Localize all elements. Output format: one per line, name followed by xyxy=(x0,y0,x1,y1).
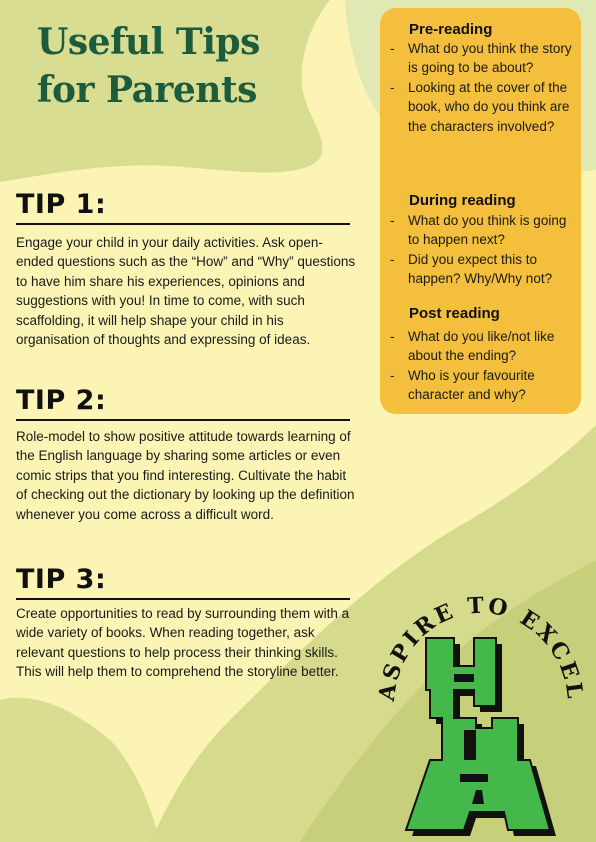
aspire-to-excel-logo: ASPIRE TO EXCEL xyxy=(374,593,584,836)
logo-emblem xyxy=(404,637,556,836)
tip-2-heading: TIP 2: xyxy=(16,384,350,421)
bullet-dash: - xyxy=(390,41,395,56)
page-title: Useful Tips for Parents xyxy=(37,18,260,114)
question-text: Who is your favourite character and why? xyxy=(408,367,535,403)
tip-1-body: Engage your child in your daily activiti… xyxy=(16,235,356,348)
title-line-1: Useful Tips xyxy=(37,21,260,63)
question-text: What do you think the story is going to … xyxy=(408,41,572,76)
list-item: - What do you think the story is going to… xyxy=(387,39,579,78)
during-reading-title: During reading xyxy=(409,192,516,209)
tip-2-body: Role-model to show positive attitude tow… xyxy=(16,429,355,522)
during-reading-list: - What do you think is going to happen ne… xyxy=(387,211,579,289)
bullet-dash: - xyxy=(390,329,395,344)
question-text: What do you like/not like about the endi… xyxy=(408,329,555,364)
lower-left-blob xyxy=(0,697,160,842)
title-line-2: for Parents xyxy=(37,69,257,111)
reading-questions-panel xyxy=(380,8,581,414)
pre-reading-title: Pre-reading xyxy=(409,21,493,38)
list-item: - Looking at the cover of the book, who d… xyxy=(387,78,579,136)
bullet-dash: - xyxy=(390,213,395,228)
tip-1-heading: TIP 1: xyxy=(16,188,350,225)
pre-reading-list: - What do you think the story is going to… xyxy=(387,39,579,136)
tip-3-body: Create opportunities to read by surround… xyxy=(16,606,350,680)
list-item: - Did you expect this to happen? Why/Why … xyxy=(387,250,579,289)
bullet-dash: - xyxy=(390,79,395,95)
top-left-blob xyxy=(0,0,330,182)
post-reading-list: - What do you like/not like about the end… xyxy=(387,327,579,405)
bullet-dash: - xyxy=(390,367,395,383)
question-text: Looking at the cover of the book, who do… xyxy=(408,79,570,134)
question-text: What do you think is going to happen nex… xyxy=(408,213,567,248)
list-item: - What do you think is going to happen ne… xyxy=(387,211,579,250)
tip-3-heading: TIP 3: xyxy=(16,563,350,600)
post-reading-title: Post reading xyxy=(409,305,500,322)
list-item: - What do you like/not like about the end… xyxy=(387,327,579,366)
question-text: Did you expect this to happen? Why/Why n… xyxy=(408,251,553,287)
bullet-dash: - xyxy=(390,251,395,267)
list-item: - Who is your favourite character and why… xyxy=(387,366,579,405)
